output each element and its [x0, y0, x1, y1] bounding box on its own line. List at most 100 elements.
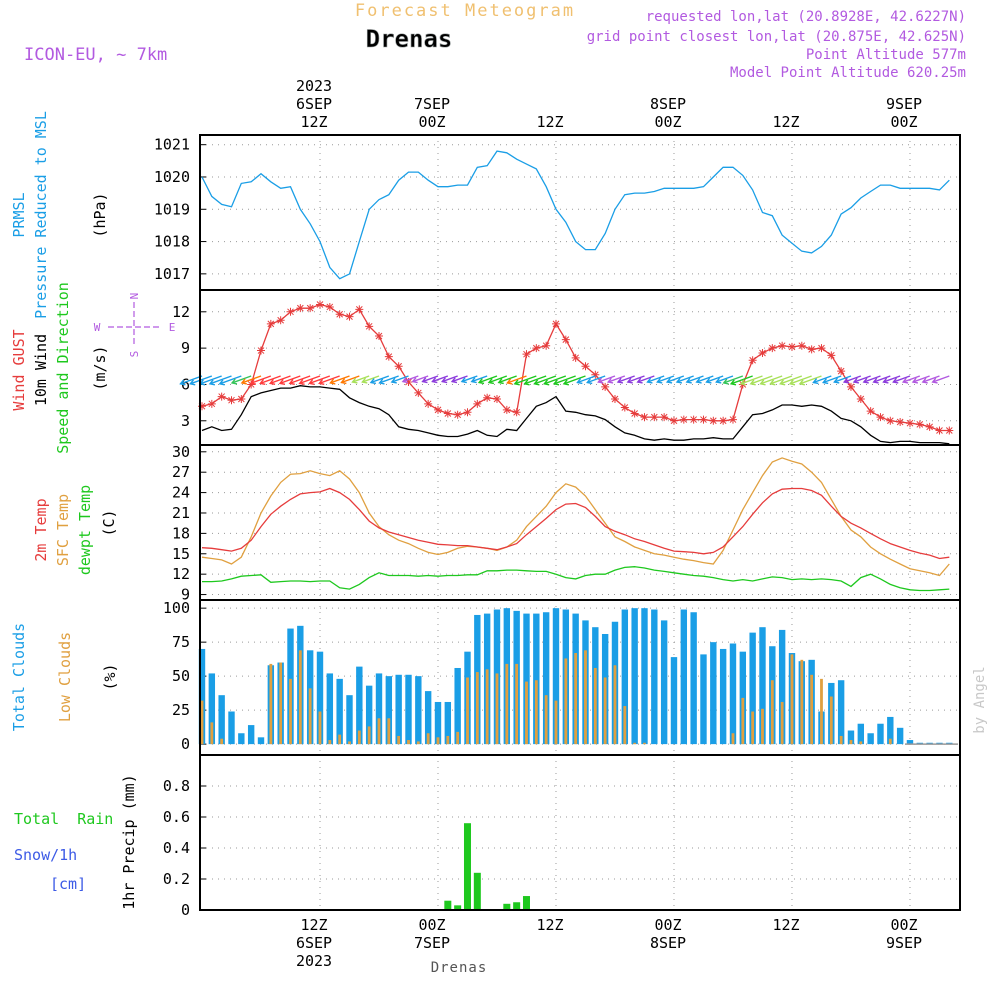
wind-ytick-label: 9: [181, 339, 190, 357]
wind-direction-arrow: [606, 375, 626, 384]
wind-gust-marker: [561, 335, 570, 344]
wind-ytick-label: 6: [181, 375, 190, 393]
wind-direction-arrow: [179, 375, 203, 386]
total-clouds-bar: [375, 673, 383, 745]
wind-direction-arrow: [862, 375, 881, 384]
low-clouds-bar: [289, 678, 292, 745]
total-clouds-bar: [415, 676, 422, 745]
low-clouds-bar: [761, 708, 764, 745]
low-clouds-bar: [377, 718, 381, 745]
wind-gust-marker: [945, 426, 954, 435]
low-clouds-bar: [741, 697, 745, 745]
precipitation-panel: 0 0.2 0.4 0.6 0.8: [163, 754, 961, 919]
wind-gust-marker: [266, 319, 275, 328]
bottom-label-6-line-1: 00Z: [890, 916, 917, 934]
clouds-label-unit: (%): [101, 663, 119, 690]
total-clouds-bar: [719, 648, 727, 745]
total-clouds-bar: [749, 632, 756, 745]
wind-direction-arrow: [450, 375, 468, 384]
wind-gust-line: [201, 303, 950, 432]
wind-direction-arrow: [656, 375, 675, 384]
low-clouds-bar: [770, 680, 774, 745]
wind-panel: 3 6 9 12: [172, 289, 961, 446]
pressure-ytick-label: 1017: [154, 265, 190, 283]
top-label-4-line-2: 00Z: [654, 113, 681, 131]
wind-gust-marker: [610, 394, 619, 403]
2m-temp-line: [201, 487, 950, 560]
temperature-label-2m: 2m Temp: [32, 498, 50, 561]
wind-direction-arrow: [685, 375, 704, 384]
wind-direction-arrow: [533, 375, 557, 386]
wind-gust-marker: [807, 345, 816, 354]
supertitle: Forecast Meteogram: [355, 1, 575, 21]
wind-direction-arrow: [318, 375, 340, 386]
total-clouds-bar: [336, 678, 343, 745]
wind-direction-arrow: [361, 375, 380, 384]
wind-direction-arrow: [411, 375, 429, 384]
temperature-label-sfc: SFC Temp: [54, 494, 72, 566]
wind-gust-marker: [935, 426, 944, 435]
low-clouds-bar: [200, 700, 204, 745]
low-clouds-bar: [436, 737, 440, 745]
precipitation-ytick-label: 0.6: [163, 808, 190, 826]
top-label-1-line-2: 6SEP: [296, 95, 332, 113]
wind-direction-arrow: [552, 375, 576, 386]
wind-direction-arrow: [597, 375, 616, 384]
info-requested-location: requested lon,lat (20.8928E, 42.6227N): [646, 9, 966, 25]
wind-gust-marker: [846, 382, 855, 391]
wind-frame: [199, 289, 961, 446]
wind-gust-marker: [709, 416, 718, 425]
temperature-ytick-label: 24: [172, 484, 190, 502]
wind-gust-marker: [443, 409, 452, 418]
wind-gust-marker: [542, 341, 551, 350]
wind-direction-arrow: [788, 375, 812, 386]
low-clouds-bar: [426, 733, 430, 745]
temperature-label-dewpoint: dewpt Temp: [76, 485, 94, 575]
wind-direction-arrow: [586, 375, 606, 385]
low-clouds-bar: [348, 741, 351, 745]
low-clouds-bar: [485, 669, 489, 745]
precip-label-snow: Snow/1h: [14, 846, 77, 864]
wind-direction-arrow: [189, 375, 213, 386]
wind-gust-marker: [247, 380, 256, 389]
bottom-label-5-line-1: 12Z: [772, 916, 799, 934]
low-clouds-bar: [829, 696, 833, 745]
temperature-label-unit: (C): [100, 509, 118, 536]
bottom-label-4-line-1: 00Z: [654, 916, 681, 934]
total-rain-bar: [463, 823, 471, 910]
low-clouds-bar: [387, 718, 391, 745]
dewpt-temp-line: [202, 566, 950, 592]
wind-direction-arrow: [705, 375, 724, 384]
wind-gust-marker: [325, 302, 334, 311]
total-clouds-bar: [660, 620, 668, 745]
wind-label-gust: Wind GUST: [10, 329, 28, 410]
low-clouds-bar: [495, 673, 499, 745]
info-grid-point: grid point closest lon,lat (20.875E, 42.…: [587, 29, 966, 45]
wind-gust-marker: [256, 346, 265, 355]
wind-gust-marker: [837, 367, 846, 376]
top-label-1-line-1: 2023: [296, 77, 332, 95]
wind-direction-arrow: [729, 375, 753, 386]
wind-gust-marker: [571, 353, 580, 362]
panels: 1017 1018 1019 1020 1021 3 6 9 12 9 12 15 18 21 24 27 30…: [154, 134, 961, 919]
low-clouds-bar: [593, 667, 597, 745]
total-rain-bar: [503, 903, 511, 910]
wind-direction-arrow: [675, 375, 694, 384]
wind-direction-arrow: [812, 375, 832, 385]
wind-direction-arrow: [779, 375, 803, 386]
10m-wind-line: [201, 385, 950, 445]
clouds-label-low: Low Clouds: [56, 632, 74, 722]
wind-direction-arrow: [208, 375, 232, 386]
pressure-ytick-label: 1021: [154, 136, 190, 154]
wind-gust-marker: [394, 362, 403, 371]
temperature-ytick-label: 12: [172, 565, 190, 583]
low-clouds-bar: [810, 674, 814, 745]
clouds-ytick-label: 0: [181, 735, 190, 753]
total-rain-bar: [444, 900, 452, 910]
clouds-panel: 0 25 50 75 100: [163, 599, 961, 756]
low-clouds-bar: [220, 738, 224, 745]
wind-gust-marker: [483, 393, 492, 402]
low-clouds-bar: [603, 677, 607, 745]
total-rain-bar: [522, 896, 530, 910]
